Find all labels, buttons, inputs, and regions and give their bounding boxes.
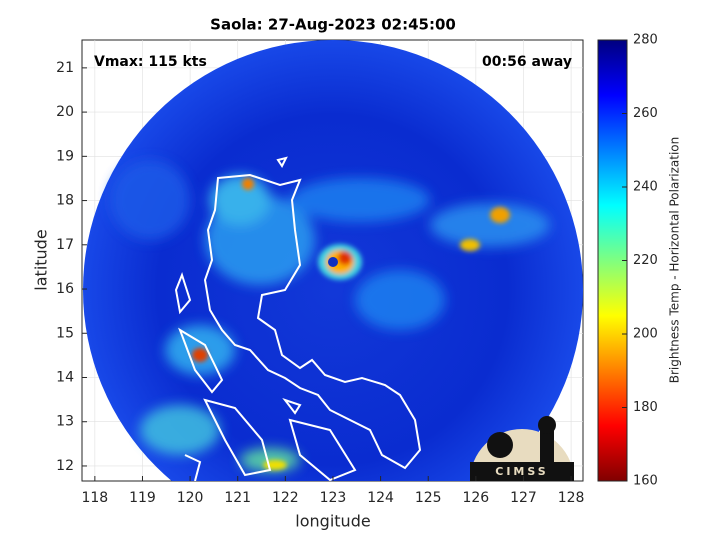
x-tick-label: 122 <box>272 490 299 506</box>
y-tick-label: 16 <box>56 281 74 297</box>
x-tick-label: 120 <box>177 490 204 506</box>
colorbar-tick-label: 160 <box>633 474 658 489</box>
x-tick-label: 125 <box>415 490 442 506</box>
time-label: 00:56 away <box>482 54 572 70</box>
y-tick-label: 21 <box>56 60 74 76</box>
colorbar-tick-label: 280 <box>633 33 658 48</box>
y-tick-label: 18 <box>56 193 74 209</box>
x-tick-label: 118 <box>81 490 108 506</box>
cimss-logo: CIMSS <box>470 416 574 481</box>
x-axis-label: longitude <box>295 512 370 531</box>
colorbar-tick-label: 240 <box>633 180 658 195</box>
y-tick-label: 14 <box>56 369 74 385</box>
x-tick-label: 123 <box>320 490 347 506</box>
intensity-label: Vmax: 115 kts <box>94 54 207 70</box>
colorbar-tick-label: 260 <box>633 106 658 121</box>
colorbar-tick-label: 180 <box>633 400 658 415</box>
chart-title: Saola: 27-Aug-2023 02:45:00 <box>210 16 456 34</box>
y-tick-label: 12 <box>56 458 74 474</box>
y-axis-label: latitude <box>32 229 51 290</box>
colorbar-label: Brightness Temp - Horizontal Polarizatio… <box>668 137 682 384</box>
satellite-image: CIMSS <box>83 40 583 481</box>
y-tick-label: 15 <box>56 325 74 341</box>
y-tick-label: 19 <box>56 148 74 164</box>
x-tick-label: 127 <box>510 490 537 506</box>
y-tick-label: 20 <box>56 104 74 120</box>
x-tick-label: 128 <box>558 490 585 506</box>
y-tick-label: 13 <box>56 414 74 430</box>
x-tick-label: 124 <box>367 490 394 506</box>
y-tick-label: 17 <box>56 237 74 253</box>
colorbar-tick-label: 220 <box>633 253 658 268</box>
x-tick-label: 119 <box>129 490 156 506</box>
x-tick-label: 126 <box>462 490 489 506</box>
colorbar-tick-label: 200 <box>633 327 658 342</box>
logo-text: CIMSS <box>495 465 548 478</box>
x-tick-label: 121 <box>224 490 251 506</box>
